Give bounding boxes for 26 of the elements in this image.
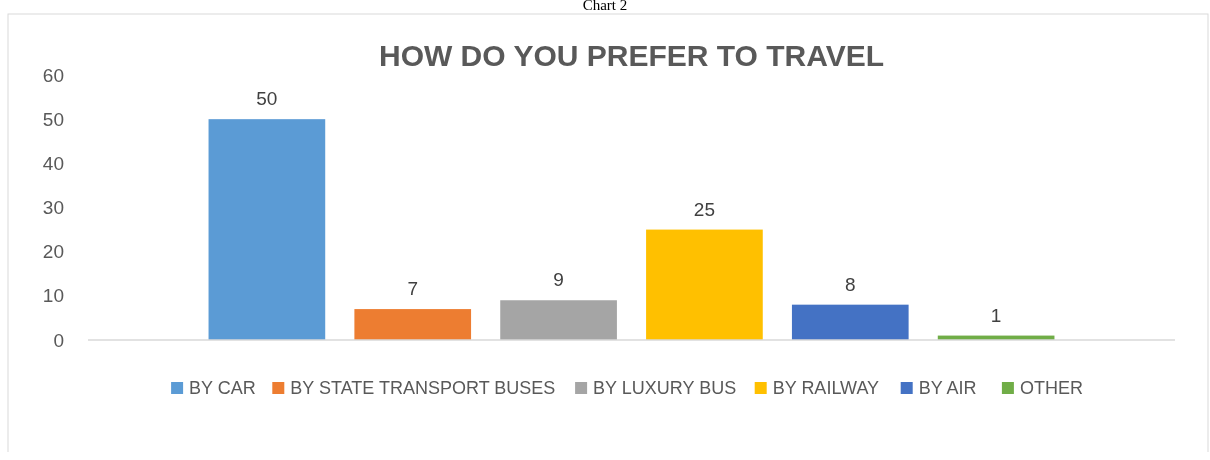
y-tick-label: 0: [53, 329, 64, 351]
y-tick-label: 30: [42, 197, 64, 219]
bar: [500, 300, 617, 340]
data-label: 25: [693, 198, 715, 220]
legend-label: BY STATE TRANSPORT BUSES: [290, 378, 556, 399]
legend-label: BY RAILWAY: [772, 378, 880, 399]
data-label: 9: [553, 269, 564, 291]
y-tick-label: 20: [42, 241, 64, 263]
y-tick-label: 40: [42, 152, 64, 174]
chart-title: HOW DO YOU PREFER TO TRAVEL: [378, 39, 885, 72]
data-label: 1: [990, 304, 1002, 326]
bar: [646, 229, 763, 340]
legend-label: BY LUXURY BUS: [593, 378, 737, 399]
bar: [791, 304, 909, 340]
legend-label: BY AIR: [918, 378, 977, 399]
legend-label: BY CAR: [189, 378, 256, 399]
legend-label: OTHER: [1019, 378, 1083, 399]
y-tick-label: 10: [42, 285, 64, 307]
data-label: 7: [407, 278, 419, 300]
bar: [354, 309, 472, 340]
y-tick-label: 60: [42, 64, 64, 86]
y-tick-label: 50: [42, 108, 64, 130]
caption: Chart 2: [582, 0, 628, 13]
data-label: 50: [256, 88, 278, 110]
bar: [208, 119, 326, 340]
data-label: 8: [844, 273, 856, 295]
